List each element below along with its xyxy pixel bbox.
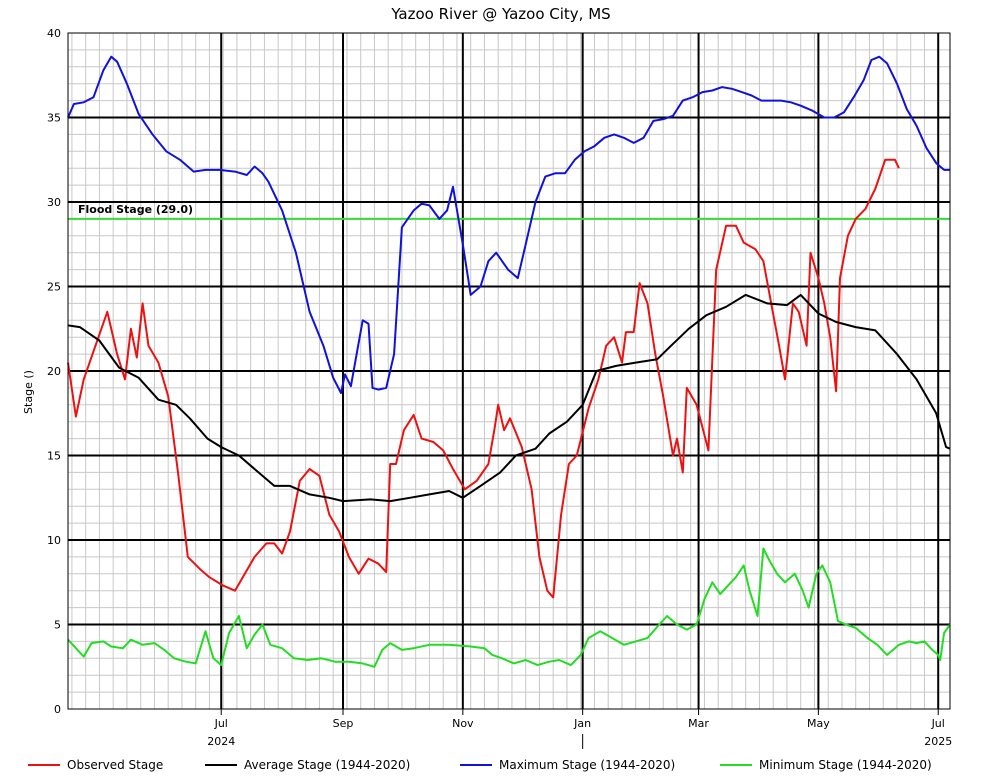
year-label: 2024 — [207, 735, 235, 748]
series-line-maximum-stage-1944-2020 — [67, 55, 950, 394]
flood-stage-layer: Flood Stage (29.0) — [68, 203, 950, 220]
major-gridlines — [68, 33, 950, 709]
chart-title: Yazoo River @ Yazoo City, MS — [390, 5, 610, 23]
series-line-average-stage-1944-2020 — [67, 293, 951, 503]
legend-label: Observed Stage — [67, 758, 163, 772]
legend: Observed Stage Average Stage (1944-2020) M… — [28, 758, 932, 772]
series-layer — [67, 55, 951, 668]
y-axis-label: Stage () — [22, 370, 35, 414]
y-tick-label: 40 — [47, 27, 61, 40]
x-tick-label: May — [807, 717, 830, 730]
x-tick-label: Mar — [688, 717, 709, 730]
x-tick-label: Jul — [214, 717, 228, 730]
plot-frame — [67, 32, 951, 710]
x-tick-label: Jan — [573, 717, 591, 730]
series-line-minimum-stage-1944-2020 — [67, 547, 951, 668]
legend-label: Average Stage (1944-2020) — [244, 758, 410, 772]
x-tick-label: Sep — [333, 717, 354, 730]
y-tick-label: 25 — [47, 281, 61, 294]
x-tick-label: Jul — [931, 717, 945, 730]
flood-stage-label: Flood Stage (29.0) — [78, 203, 193, 216]
y-tick-label: 5 — [54, 619, 61, 632]
y-tick-label: 0 — [54, 703, 61, 716]
legend-label: Minimum Stage (1944-2020) — [759, 758, 932, 772]
year-label: 2025 — [924, 735, 952, 748]
y-tick-label: 10 — [47, 534, 61, 547]
series-line-observed-stage — [67, 158, 900, 599]
y-tick-label: 15 — [47, 450, 61, 463]
x-tick-labels: Jul Sep Nov Jan Mar May Jul 2024 2025 — [207, 709, 952, 749]
y-tick-label: 35 — [47, 112, 61, 125]
y-tick-label: 30 — [47, 196, 61, 209]
x-tick-label: Nov — [452, 717, 474, 730]
legend-label: Maximum Stage (1944-2020) — [499, 758, 675, 772]
y-tick-labels: 0 5 10 15 20 25 30 35 40 — [47, 27, 61, 716]
y-tick-label: 20 — [47, 365, 61, 378]
